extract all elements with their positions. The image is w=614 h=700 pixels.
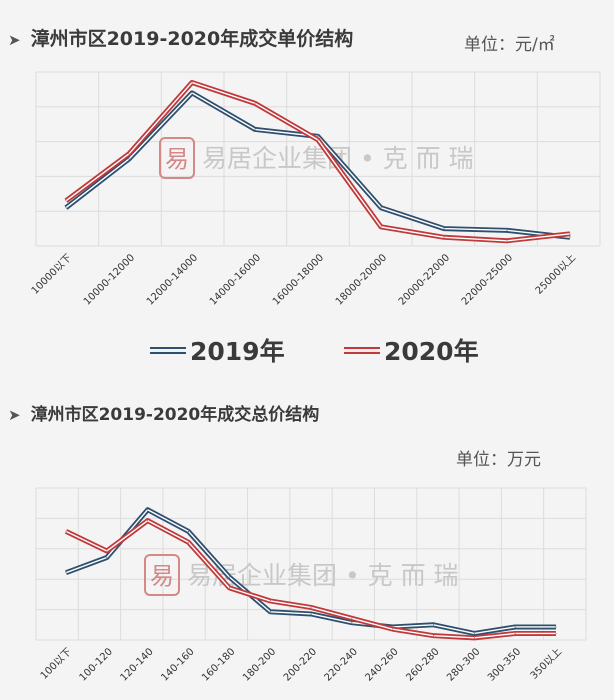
data-point — [506, 229, 508, 231]
x-tick-label: 240-260 — [363, 646, 400, 683]
data-point — [269, 611, 271, 613]
chevron-right-icon: ➤ — [8, 31, 21, 49]
x-tick-label: 260-280 — [404, 646, 441, 683]
chart1-title: ➤ 漳州市区2019-2020年成交单价结构 — [8, 24, 353, 51]
x-tick-label: 160-180 — [200, 646, 237, 683]
data-point — [392, 628, 394, 630]
data-point — [514, 632, 516, 634]
data-point — [351, 622, 353, 624]
data-point — [433, 624, 434, 626]
watermark-seal-icon — [159, 137, 195, 179]
chart2-title: ➤ 漳州市区2019-2020年成交总价结构 — [8, 400, 319, 425]
data-point — [473, 632, 475, 634]
data-point — [269, 600, 271, 602]
data-point — [506, 240, 508, 242]
x-tick-label: 220-240 — [323, 646, 360, 683]
data-point — [443, 228, 445, 230]
chart2-unit-label: 单位：万元 — [456, 450, 541, 470]
data-point — [310, 613, 312, 615]
data-point — [317, 135, 319, 137]
data-point — [555, 632, 557, 634]
data-point — [128, 153, 130, 155]
data-point — [380, 207, 382, 209]
watermark-text: 易居企业集团 • 克 而 瑞 — [187, 561, 459, 590]
x-tick-label: 100-120 — [78, 646, 115, 683]
x-tick-label: 300-350 — [486, 646, 523, 683]
data-point — [188, 530, 189, 532]
chart2-watermark: 易易居企业集团 • 克 而 瑞 — [144, 554, 459, 596]
chart2-lines — [64, 507, 557, 641]
data-point — [254, 128, 256, 130]
data-point — [380, 226, 382, 228]
chart1-grid — [35, 71, 601, 247]
x-tick-label: 280-300 — [445, 646, 482, 683]
x-tick-label: 350以上 — [528, 646, 564, 682]
data-point — [188, 541, 189, 543]
data-point — [65, 200, 67, 202]
x-tick-label: 200-220 — [282, 646, 319, 683]
data-point — [128, 158, 130, 160]
legend-label-2019: 2019年 — [190, 337, 285, 366]
data-point — [65, 530, 67, 532]
data-point — [443, 236, 445, 238]
data-point — [106, 550, 108, 552]
chart1-svg: 易易居企业集团 • 克 而 瑞 10000以下 10000-12000 12000-… — [30, 71, 601, 308]
data-point — [65, 572, 67, 574]
data-point — [473, 637, 475, 639]
x-tick-label: 120-140 — [118, 646, 155, 683]
data-point — [569, 233, 571, 235]
data-point — [147, 520, 149, 522]
watermark-seal-text: 易 — [150, 562, 174, 590]
legend-label-2020: 2020年 — [384, 337, 479, 366]
data-point — [310, 606, 312, 608]
data-point — [254, 102, 256, 104]
legend-swatch-2020 — [344, 346, 380, 354]
data-point — [228, 587, 230, 589]
chart1-title-text: 漳州市区2019-2020年成交单价结构 — [30, 28, 354, 50]
data-point — [433, 635, 434, 637]
chevron-right-icon: ➤ — [8, 406, 21, 424]
data-point — [147, 509, 149, 511]
chart2-x-ticks: 100以下 100-120 120-140 140-160 160-180 180-200… — [39, 646, 564, 684]
legend-item-2019: 2019年 — [150, 332, 285, 368]
data-point — [228, 576, 230, 578]
chart1-unit-label: 单位：元/㎡ — [464, 35, 555, 55]
legend-swatch-2019 — [150, 346, 186, 354]
chart2-title-text: 漳州市区2019-2020年成交总价结构 — [30, 405, 320, 425]
x-tick-label: 180-200 — [241, 646, 278, 683]
data-point — [65, 207, 67, 209]
data-point — [351, 617, 353, 619]
data-point — [317, 139, 319, 141]
data-point — [191, 92, 193, 94]
data-point — [191, 81, 193, 83]
watermark-seal-text: 易 — [165, 145, 189, 173]
x-tick-label: 100以下 — [39, 646, 74, 681]
watermark-seal-icon — [144, 554, 180, 596]
data-point — [555, 626, 557, 628]
chart1-lines — [64, 79, 571, 244]
data-point — [106, 556, 108, 558]
legend-item-2020: 2020年 — [344, 332, 479, 368]
data-point — [514, 626, 516, 628]
data-point — [569, 236, 571, 238]
chart2-grid — [35, 487, 587, 641]
x-tick-label: 140-160 — [159, 646, 196, 683]
